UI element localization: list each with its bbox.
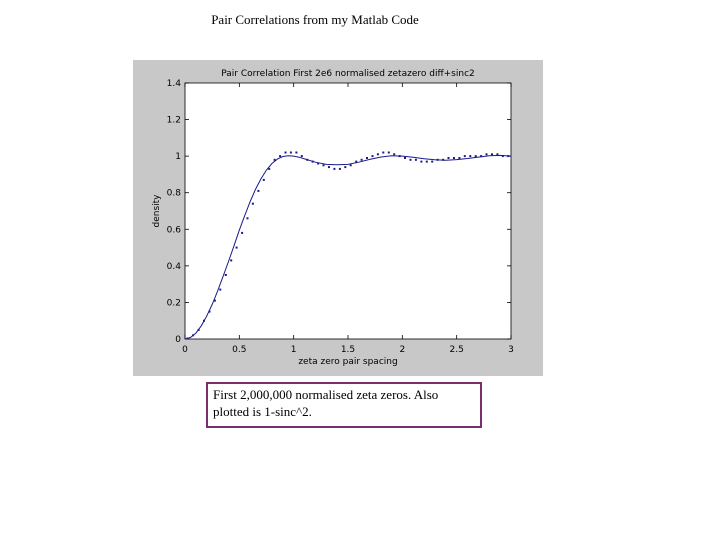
slide-title: Pair Correlations from my Matlab Code: [211, 12, 419, 27]
data-point: [203, 319, 205, 322]
data-point: [491, 153, 493, 156]
data-point: [393, 153, 396, 156]
data-point: [219, 288, 222, 291]
data-point: [387, 151, 390, 154]
y-tick-label: 0.8: [167, 189, 182, 199]
data-point: [257, 189, 260, 192]
data-point: [447, 157, 450, 159]
data-point: [371, 155, 374, 158]
data-point: [197, 328, 200, 331]
data-point: [279, 155, 282, 158]
data-point: [295, 151, 298, 154]
data-point: [507, 155, 510, 158]
data-point: [241, 231, 244, 234]
y-tick-label: 0.2: [167, 298, 181, 308]
data-point: [284, 151, 287, 154]
y-tick-label: 1.2: [167, 116, 181, 126]
data-point: [453, 157, 455, 159]
data-point: [398, 155, 401, 158]
data-point: [311, 160, 314, 163]
data-point: [366, 157, 368, 159]
x-tick-label: 2: [399, 345, 405, 355]
x-tick-label: 0: [182, 345, 188, 355]
data-point: [404, 157, 406, 159]
data-point: [425, 160, 428, 163]
data-point: [289, 151, 292, 154]
data-point: [382, 151, 385, 154]
x-tick-label: 1.5: [341, 345, 355, 355]
x-tick-label: 1: [291, 345, 297, 355]
data-point: [300, 155, 303, 158]
data-point: [431, 160, 434, 163]
data-point: [273, 158, 276, 161]
data-point: [192, 334, 195, 337]
y-axis-label: density: [152, 194, 162, 228]
data-point: [409, 158, 412, 161]
data-point: [420, 160, 423, 163]
data-point: [344, 166, 347, 169]
data-point: [414, 158, 417, 161]
data-point: [262, 178, 265, 181]
chart-title: Pair Correlation First 2e6 normalised ze…: [221, 69, 475, 79]
data-point: [360, 158, 363, 161]
y-tick-label: 0.6: [167, 225, 182, 235]
data-point: [474, 155, 477, 158]
data-point: [436, 158, 439, 161]
x-tick-label: 0.5: [232, 345, 246, 355]
data-point: [213, 299, 216, 302]
data-point: [501, 155, 504, 158]
data-point: [235, 246, 238, 249]
x-tick-label: 2.5: [450, 345, 464, 355]
data-point: [463, 155, 466, 158]
data-point: [333, 167, 336, 170]
x-tick-label: 3: [508, 345, 514, 355]
data-point: [208, 310, 211, 313]
data-point: [480, 155, 483, 158]
data-point: [224, 274, 227, 276]
data-point: [246, 217, 249, 220]
data-point: [442, 158, 445, 161]
data-point: [230, 259, 233, 262]
data-point: [306, 158, 309, 161]
data-point: [496, 153, 499, 156]
matlab-figure: 0 0.5 1 1.5 2 2.5 3 0 0.2 0.4 0.6 0.8 1 1.2 1.4 Pair Co…: [133, 60, 543, 376]
y-tick-label: 1: [175, 152, 181, 162]
plot-area: [185, 83, 511, 339]
data-point: [328, 166, 330, 169]
data-point: [186, 337, 189, 340]
data-point: [355, 160, 358, 163]
figure-caption: First 2,000,000 normalised zeta zeros. A…: [206, 382, 482, 428]
data-point: [268, 167, 271, 170]
data-point: [458, 157, 461, 159]
y-tick-label: 0.4: [167, 262, 182, 272]
y-tick-label: 1.4: [167, 79, 182, 89]
y-tick-label: 0: [175, 335, 181, 345]
data-point: [322, 164, 325, 167]
x-axis-label: zeta zero pair spacing: [298, 357, 397, 367]
data-point: [485, 153, 488, 156]
data-point: [376, 153, 379, 156]
data-point: [338, 167, 341, 170]
data-point: [469, 155, 472, 158]
data-point: [317, 162, 320, 165]
pair-correlation-chart: 0 0.5 1 1.5 2 2.5 3 0 0.2 0.4 0.6 0.8 1 1.2 1.4 Pair Co…: [152, 69, 514, 367]
data-point: [349, 164, 352, 167]
data-point: [251, 202, 254, 205]
